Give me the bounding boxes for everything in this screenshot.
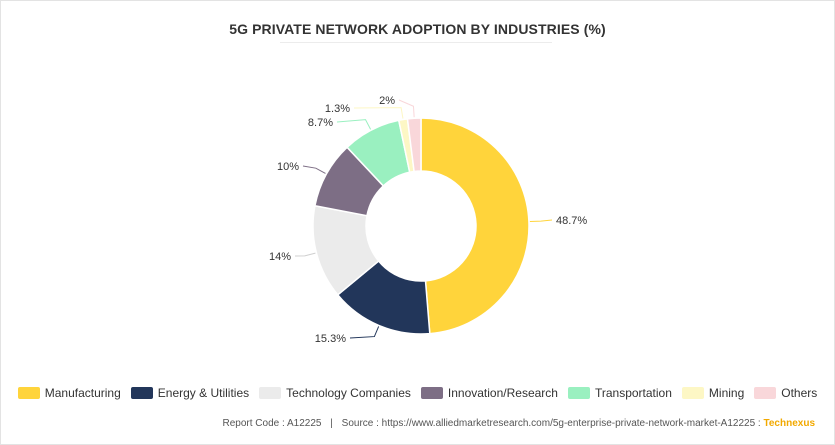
report-code: Report Code : A12225: [222, 418, 322, 429]
brand-name[interactable]: Technexus: [763, 418, 816, 429]
legend-item[interactable]: Others: [754, 386, 817, 400]
leader-line: [398, 99, 415, 118]
legend-item[interactable]: Technology Companies: [259, 386, 411, 400]
legend-item[interactable]: Mining: [681, 386, 745, 400]
legend-swatch: [681, 387, 704, 399]
legend-label: Transportation: [594, 386, 672, 400]
data-label: 1.3%: [325, 103, 350, 115]
legend-item[interactable]: Energy & Utilities: [130, 386, 250, 400]
chart-title: 5G PRIVATE NETWORK ADOPTION BY INDUSTRIE…: [229, 21, 606, 37]
data-label: 8.7%: [308, 117, 333, 129]
data-label: 2%: [379, 95, 395, 107]
legend-label: Technology Companies: [286, 386, 411, 400]
leader-line: [294, 252, 316, 257]
footer-separator: |: [330, 418, 333, 429]
leader-line: [336, 119, 372, 130]
legend-label: Innovation/Research: [447, 386, 558, 400]
title-divider: [280, 42, 552, 43]
legend-label: Mining: [708, 386, 745, 400]
legend-swatch: [754, 387, 777, 399]
data-label: 15.3%: [315, 333, 346, 345]
chart-legend: Manufacturing Energy & Utilities Technolog…: [0, 386, 835, 400]
data-label: 14%: [269, 251, 291, 263]
legend-label: Energy & Utilities: [157, 386, 250, 400]
legend-swatch: [259, 387, 282, 399]
leader-line: [349, 326, 380, 339]
data-label: 48.7%: [556, 215, 587, 227]
legend-swatch: [130, 387, 153, 399]
slice-manufacturing[interactable]: [420, 117, 530, 335]
legend-item[interactable]: Transportation: [567, 386, 672, 400]
slice-others[interactable]: [406, 117, 422, 173]
footer: Report Code : A12225 | Source : https://…: [223, 418, 815, 429]
legend-swatch: [567, 387, 590, 399]
legend-swatch: [420, 387, 443, 399]
legend-swatch: [17, 387, 40, 399]
legend-label: Others: [781, 386, 818, 400]
leader-line: [529, 219, 553, 223]
data-label: 10%: [277, 161, 299, 173]
leader-line: [353, 107, 404, 119]
legend-label: Manufacturing: [44, 386, 121, 400]
legend-item[interactable]: Manufacturing: [17, 386, 121, 400]
legend-item[interactable]: Innovation/Research: [420, 386, 558, 400]
leader-line: [302, 165, 326, 174]
source-text: Source : https://www.alliedmarketresearc…: [341, 418, 761, 429]
